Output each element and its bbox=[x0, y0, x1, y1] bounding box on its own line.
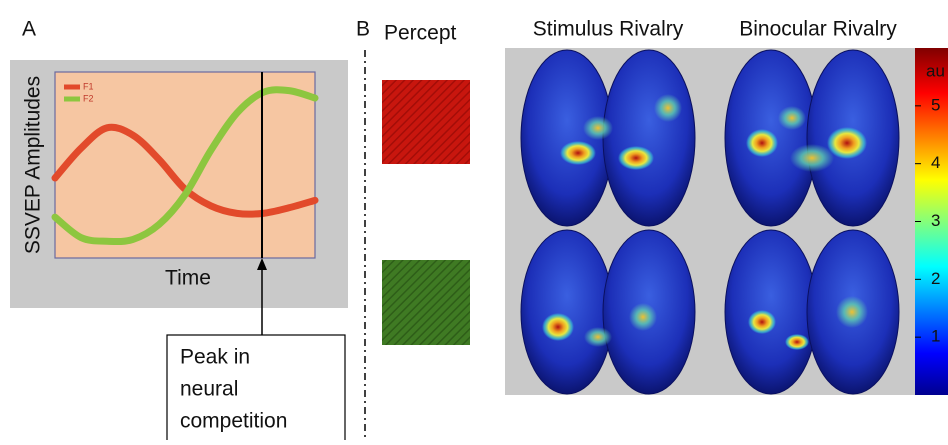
series-line bbox=[51, 86, 319, 246]
panel-label: B bbox=[356, 18, 370, 41]
arrow-head bbox=[257, 258, 267, 270]
colorbar-label: au bbox=[926, 61, 945, 80]
activation bbox=[654, 94, 682, 122]
plot-area bbox=[54, 71, 316, 259]
activation bbox=[584, 327, 612, 347]
activation bbox=[748, 310, 776, 334]
legend-label: F1 bbox=[83, 81, 94, 91]
activation bbox=[836, 296, 868, 328]
percept-label: Percept bbox=[384, 22, 457, 45]
activation bbox=[785, 334, 809, 350]
activation bbox=[629, 303, 657, 331]
condition-title: Binocular Rivalry bbox=[739, 18, 897, 41]
panel-label: A bbox=[22, 18, 36, 41]
activation bbox=[778, 106, 806, 130]
activation bbox=[560, 141, 596, 165]
activation bbox=[827, 127, 867, 159]
annotation-line: Peak in bbox=[180, 346, 250, 369]
y-axis-label: SSVEP Amplitudes bbox=[22, 76, 45, 254]
activation bbox=[542, 313, 574, 341]
annotation-line: competition bbox=[180, 410, 287, 433]
legend-label: F2 bbox=[83, 93, 94, 103]
colorbar-tick-label: 1 bbox=[931, 327, 940, 346]
percept-red bbox=[382, 80, 470, 164]
activation bbox=[583, 116, 613, 140]
colorbar-tick-label: 4 bbox=[931, 153, 940, 172]
colorbar-tick-label: 2 bbox=[931, 269, 940, 288]
colorbar-tick-label: 3 bbox=[931, 211, 940, 230]
annotation-box bbox=[166, 334, 346, 445]
brain-maps bbox=[520, 49, 900, 395]
annotation-line: neural bbox=[180, 378, 238, 401]
hemisphere bbox=[520, 229, 614, 395]
hemisphere bbox=[602, 49, 696, 227]
activation bbox=[618, 146, 654, 170]
condition-title: Stimulus Rivalry bbox=[533, 18, 684, 41]
colorbar-tick-label: 5 bbox=[931, 95, 940, 114]
colorbar-ticks: 1 2 3 4 5 bbox=[915, 95, 940, 346]
x-axis-label: Time bbox=[165, 267, 211, 290]
hemisphere bbox=[724, 229, 818, 395]
activation bbox=[746, 129, 778, 157]
activation bbox=[790, 144, 834, 172]
percept-green bbox=[382, 260, 470, 345]
